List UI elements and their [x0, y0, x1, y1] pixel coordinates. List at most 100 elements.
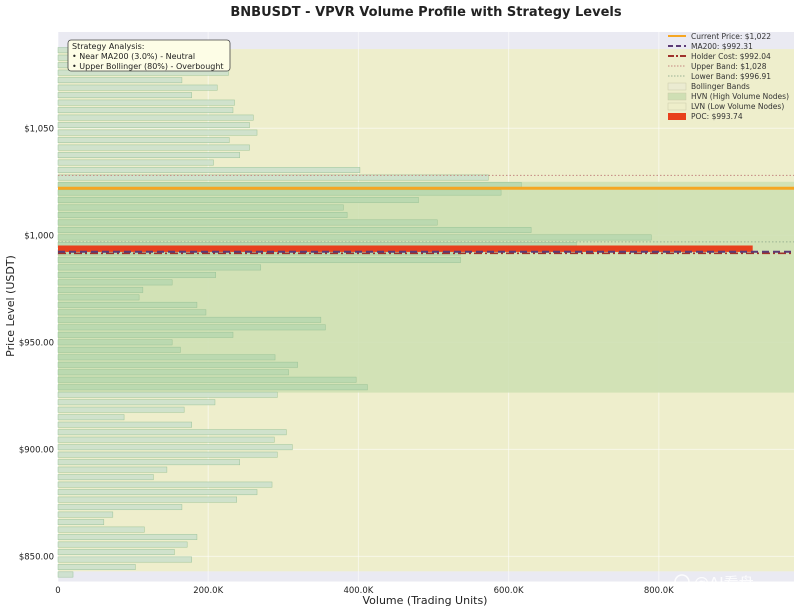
x-tick-label: 400.0K	[343, 586, 373, 596]
volume-bar	[57, 167, 361, 173]
volume-bar	[57, 444, 293, 451]
volume-bar	[57, 369, 289, 376]
x-tick-label: 800.0K	[644, 586, 674, 596]
volume-bar	[57, 204, 344, 211]
legend-label: Lower Band: $996.91	[691, 72, 771, 81]
volume-bar	[57, 279, 173, 286]
volume-bar	[57, 526, 145, 533]
volume-bar	[57, 564, 136, 570]
volume-bar	[57, 489, 258, 496]
volume-bar	[57, 99, 235, 106]
y-axis-label: Price Level (USDT)	[4, 255, 17, 357]
volume-bar	[57, 339, 173, 346]
volume-bar	[57, 301, 198, 308]
volume-bar	[57, 399, 216, 406]
volume-bar	[57, 189, 502, 196]
volume-bar	[57, 152, 240, 158]
volume-bar	[57, 159, 214, 166]
level-lines	[58, 174, 794, 255]
volume-bar	[57, 219, 438, 226]
annotation-line-bollinger: • Upper Bollinger (80%) - Overbought	[72, 62, 224, 71]
legend-label: POC: $993.74	[691, 112, 743, 121]
watermark: @AI看盘	[674, 574, 754, 592]
legend-label: LVN (Low Volume Nodes)	[691, 102, 784, 111]
legend-swatch	[667, 82, 687, 91]
legend-swatch	[667, 102, 687, 111]
volume-bar	[57, 571, 74, 578]
legend-item-upper_band: Upper Band: $1,028	[668, 62, 767, 71]
legend-label: Holder Cost: $992.04	[691, 52, 771, 61]
volume-bar	[57, 346, 181, 353]
volume-bar	[57, 474, 154, 481]
watermark-logo-icon	[674, 574, 690, 590]
volume-bar	[57, 429, 287, 436]
volume-bar	[57, 294, 140, 301]
volume-bar	[57, 556, 192, 563]
volume-bar	[57, 122, 250, 129]
volume-bar	[57, 459, 240, 466]
volume-bar	[57, 309, 207, 316]
volume-bar	[57, 361, 298, 368]
annotation-line-ma200: • Near MA200 (3.0%) - Neutral	[72, 52, 195, 61]
volume-bar	[57, 144, 250, 151]
legend-item-current_price: Current Price: $1,022	[668, 32, 771, 41]
legend-item-bollinger: Bollinger Bands	[667, 82, 750, 91]
volume-bar	[57, 549, 175, 555]
legend-label: Current Price: $1,022	[691, 32, 771, 41]
volume-bar	[57, 227, 532, 233]
y-tick-label: $900.00	[19, 445, 54, 455]
legend-item-hvn: HVN (High Volume Nodes)	[667, 92, 789, 101]
legend-item-lower_band: Lower Band: $996.91	[668, 72, 771, 81]
legend-swatch	[667, 92, 687, 101]
legend-item-lvn: LVN (Low Volume Nodes)	[667, 102, 784, 111]
volume-bar	[57, 92, 192, 99]
volume-bar	[57, 197, 419, 203]
legend-swatch	[668, 113, 686, 120]
legend-item-ma200: MA200: $992.31	[668, 42, 753, 51]
volume-bar	[57, 504, 183, 511]
volume-bar	[57, 212, 348, 218]
y-tick-label: $950.00	[19, 338, 54, 348]
volume-bar	[57, 324, 326, 331]
volume-bar	[57, 234, 652, 241]
volume-bar	[57, 286, 144, 293]
volume-bar	[57, 466, 168, 473]
volume-bar	[57, 264, 262, 271]
volume-bar	[57, 421, 192, 428]
volume-bar	[57, 511, 114, 518]
volume-bar	[57, 406, 185, 413]
volume-bar	[57, 114, 254, 121]
legend-label: HVN (High Volume Nodes)	[691, 92, 789, 101]
volume-bar	[57, 519, 105, 526]
y-tick-label: $1,050	[24, 124, 54, 134]
volume-bar	[57, 496, 237, 503]
volume-bar	[57, 107, 234, 114]
x-tick-label: 600.0K	[494, 586, 524, 596]
volume-bar	[57, 534, 198, 540]
x-tick-label: 200.0K	[193, 586, 223, 596]
legend-label: MA200: $992.31	[691, 42, 753, 51]
poc-bar	[58, 245, 753, 252]
annotation-title: Strategy Analysis:	[72, 42, 144, 51]
y-tick-label: $1,000	[24, 231, 54, 241]
legend-label: Bollinger Bands	[691, 82, 750, 91]
legend-label: Upper Band: $1,028	[691, 62, 767, 71]
volume-bar	[57, 391, 278, 398]
volume-bar	[57, 84, 218, 91]
x-axis-label: Volume (Trading Units)	[363, 594, 488, 607]
volume-bar	[57, 414, 125, 421]
volume-bar	[57, 256, 461, 263]
volume-bar	[57, 137, 230, 143]
x-axis: 0 200.0K 400.0K 600.0K 800.0K	[55, 581, 794, 596]
volume-bar	[57, 384, 368, 391]
volume-bar	[57, 481, 273, 488]
strategy-annotation: Strategy Analysis: • Near MA200 (3.0%) -…	[67, 39, 231, 72]
volume-bar	[57, 451, 278, 458]
legend-item-holder_cost: Holder Cost: $992.04	[668, 52, 771, 61]
plot-area	[57, 32, 794, 582]
legend-item-poc: POC: $993.74	[668, 112, 743, 121]
volume-bar	[57, 316, 322, 323]
volume-bar	[57, 541, 188, 548]
